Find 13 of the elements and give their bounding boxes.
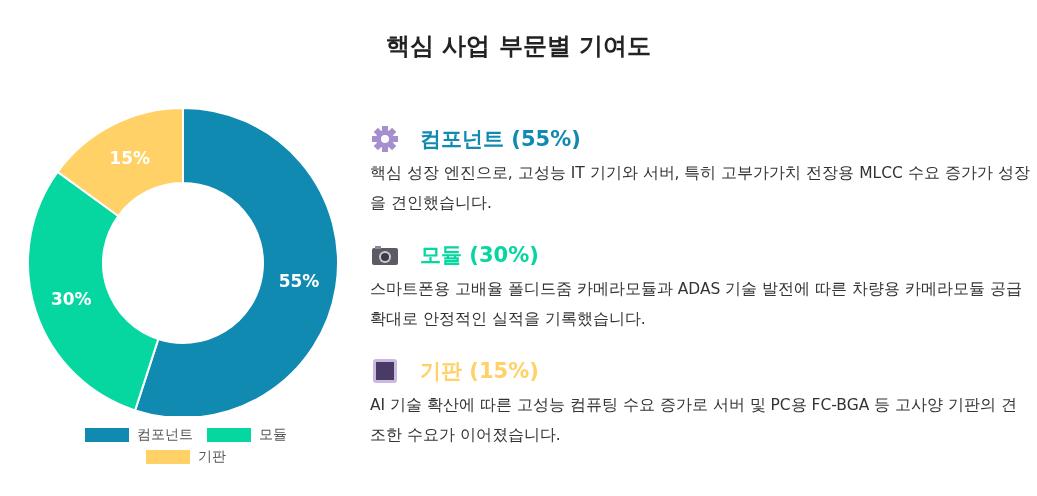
data-label: 30%	[50, 289, 92, 310]
data-label: 55%	[278, 271, 320, 292]
legend-label: 기판	[198, 448, 226, 466]
data-label: 15%	[109, 148, 151, 169]
text: 기판 (15%)	[420, 358, 539, 385]
text: AI 기술 확산에 따른 고성능 컴퓨팅 수요 증가로 서버 및 PC용 FC-BGA 등 고사양 기판의 견조한 수요가 이어졌습니다.	[370, 395, 1018, 446]
text: 스마트폰용 고배율 폴디드줌 카메라모듈과 ADAS 기술 발전에 따른 차량용 카메라모듈 공급 확대로 안정적인 실적을 기록했습니다.	[370, 279, 1023, 330]
legend-label: 컴포넌트	[137, 426, 193, 444]
text: 모듈 (30%)	[420, 242, 539, 269]
text: 핵심 사업 부문별 기여도	[384, 31, 653, 62]
text: 컴포넌트 (55%)	[420, 126, 581, 153]
text: 핵심 성장 엔진으로, 고성능 IT 기기와 서버, 특히 고부가가치 전장용 MLCC 수요 증가가 성장을 견인했습니다.	[370, 163, 1030, 214]
legend-label: 모듈	[259, 426, 287, 444]
